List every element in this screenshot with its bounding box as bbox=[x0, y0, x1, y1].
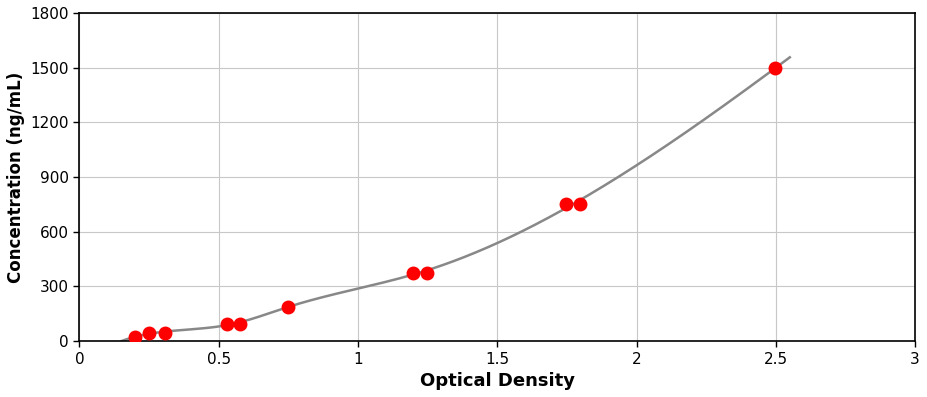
Point bbox=[420, 270, 435, 276]
Point bbox=[141, 330, 156, 336]
X-axis label: Optical Density: Optical Density bbox=[420, 372, 575, 390]
Point bbox=[233, 321, 248, 327]
Point bbox=[280, 304, 295, 310]
Point bbox=[219, 321, 234, 327]
Point bbox=[559, 201, 574, 208]
Point bbox=[573, 201, 588, 208]
Point bbox=[158, 330, 172, 336]
Point bbox=[768, 64, 782, 71]
Y-axis label: Concentration (ng/mL): Concentration (ng/mL) bbox=[6, 71, 25, 283]
Point bbox=[127, 333, 142, 340]
Point bbox=[406, 270, 421, 276]
